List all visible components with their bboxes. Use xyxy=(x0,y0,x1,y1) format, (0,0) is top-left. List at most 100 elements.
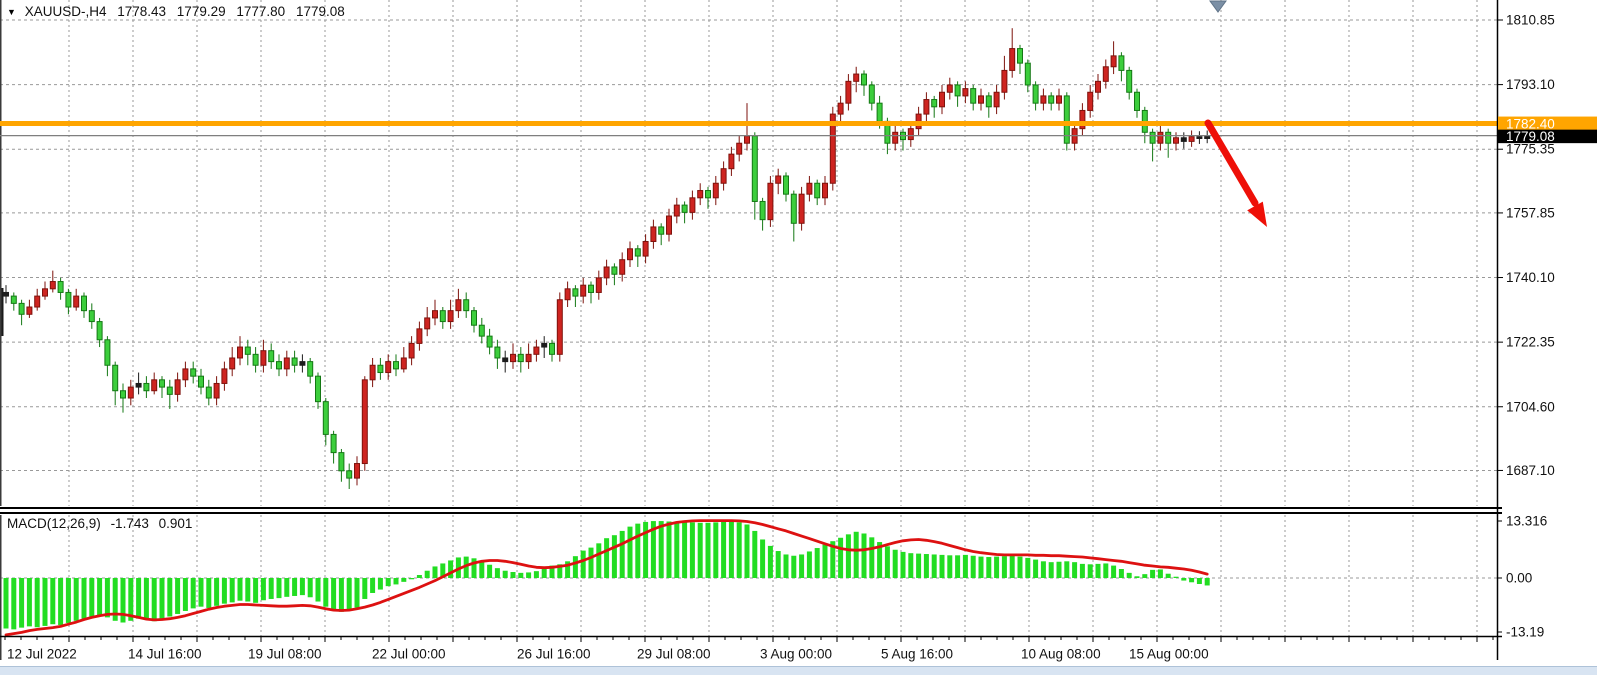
left-window-edge xyxy=(0,0,2,660)
candle xyxy=(88,303,95,329)
candle xyxy=(549,339,555,362)
candle xyxy=(213,376,220,406)
bid-price-label: 1779.08 xyxy=(1498,129,1597,144)
macd-bar xyxy=(198,578,204,607)
macd-bar xyxy=(292,578,298,596)
price-axis-label: 1687.10 xyxy=(1506,463,1555,478)
candle xyxy=(1056,88,1062,111)
macd-bar xyxy=(962,554,968,578)
candle xyxy=(697,183,704,206)
macd-bar xyxy=(822,544,828,578)
pane-separator[interactable] xyxy=(0,507,1502,514)
macd-bar xyxy=(510,572,516,578)
macd-bar xyxy=(658,521,664,578)
candle xyxy=(229,347,236,377)
macd-bar xyxy=(986,557,992,578)
candle xyxy=(1134,88,1140,118)
symbol-dropdown-icon[interactable]: ▼ xyxy=(7,7,16,17)
candle xyxy=(205,379,212,406)
candle xyxy=(57,277,64,300)
candle xyxy=(447,299,454,329)
macd-bar xyxy=(1189,578,1195,583)
candle xyxy=(1009,28,1016,78)
candle xyxy=(10,292,17,311)
candle xyxy=(845,74,852,111)
candle xyxy=(143,376,150,399)
symbol-period-label: XAUUSD-,H4 xyxy=(24,4,107,19)
candle xyxy=(954,81,961,107)
candle xyxy=(81,292,87,318)
time-axis-label: 5 Aug 16:00 xyxy=(881,647,953,662)
macd-bar xyxy=(939,554,945,578)
candle xyxy=(471,307,477,333)
macd-bar xyxy=(1001,556,1007,578)
clipped-candle-artifact xyxy=(0,288,4,336)
macd-bar xyxy=(955,555,961,578)
candle xyxy=(346,463,353,490)
macd-bar xyxy=(775,551,781,578)
macd-bar xyxy=(674,521,680,578)
candle xyxy=(978,88,984,111)
macd-bar xyxy=(767,545,773,578)
current-bar-marker xyxy=(1209,0,1227,13)
macd-bar xyxy=(970,555,976,578)
candle xyxy=(1118,52,1125,82)
candle xyxy=(634,245,641,267)
price-axis-label: 1793.10 xyxy=(1506,77,1555,92)
candle xyxy=(541,336,548,358)
candle xyxy=(463,292,470,318)
macd-bar xyxy=(362,578,368,599)
time-axis[interactable]: 12 Jul 2022 14 Jul 16:00 19 Jul 08:00 22 Ju… xyxy=(4,637,1494,662)
candle xyxy=(1017,44,1023,75)
candle xyxy=(1048,92,1055,111)
macd-bar xyxy=(136,578,142,619)
time-axis-label: 3 Aug 00:00 xyxy=(760,647,832,662)
candle xyxy=(393,354,399,377)
macd-histogram xyxy=(3,521,1210,630)
candle xyxy=(650,219,657,249)
macd-scale-label: -13.19 xyxy=(1506,625,1544,640)
macd-bar xyxy=(323,578,329,607)
macd-bar xyxy=(143,578,149,620)
candle xyxy=(861,70,867,96)
macd-bar xyxy=(463,556,469,578)
macd-bar xyxy=(393,578,399,585)
candle xyxy=(1102,59,1109,89)
candle xyxy=(182,361,189,388)
macd-bar xyxy=(331,578,337,611)
pane-separator-bg xyxy=(0,506,1502,515)
candle xyxy=(502,350,509,373)
macd-bar xyxy=(81,578,87,619)
candle xyxy=(728,146,735,176)
candle xyxy=(720,161,727,191)
candle xyxy=(759,197,766,231)
time-axis-label: 12 Jul 2022 xyxy=(7,647,77,662)
macd-bar xyxy=(268,578,274,599)
macd-bar xyxy=(705,522,711,578)
macd-name: MACD(12,26,9) xyxy=(7,516,101,531)
macd-bar xyxy=(1157,569,1163,578)
macd-bar xyxy=(838,537,844,578)
macd-bar xyxy=(479,561,485,578)
candle xyxy=(151,372,158,395)
candle xyxy=(564,281,571,308)
time-axis-label: 10 Aug 08:00 xyxy=(1021,647,1101,662)
candle xyxy=(1180,132,1187,149)
candle xyxy=(1079,103,1086,136)
candle xyxy=(65,288,72,315)
macd-bar xyxy=(1165,573,1171,578)
trend-arrow[interactable] xyxy=(1204,119,1267,227)
price-axis[interactable]: 1810.85 1793.10 1775.35 1757.85 1740.10 1722.… xyxy=(1497,13,1555,478)
ohlc-low: 1777.80 xyxy=(236,4,286,19)
macd-bar xyxy=(1048,562,1054,578)
macd-bar xyxy=(799,554,805,578)
macd-bar xyxy=(526,572,532,578)
macd-indicator-label: MACD(12,26,9) -1.743 0.901 xyxy=(7,516,198,531)
macd-bar xyxy=(845,534,851,578)
candle xyxy=(829,106,836,191)
macd-scale[interactable]: 13.316 0.00 -13.19 xyxy=(1497,514,1547,640)
candle xyxy=(892,125,899,151)
candle xyxy=(946,77,953,100)
candle xyxy=(1165,128,1172,158)
